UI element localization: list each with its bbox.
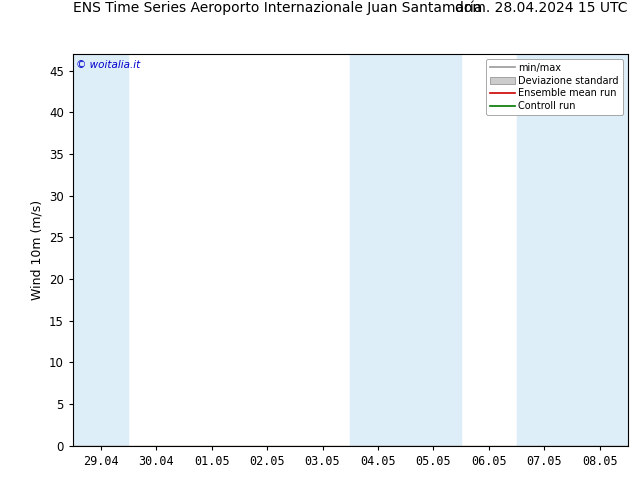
Bar: [350, 54, 406, 446]
Bar: [406, 54, 462, 446]
Text: © woitalia.it: © woitalia.it: [75, 60, 140, 70]
Bar: [73, 54, 128, 446]
Text: ENS Time Series Aeroporto Internazionale Juan Santamaría: ENS Time Series Aeroporto Internazionale…: [73, 0, 482, 15]
Bar: [517, 54, 628, 446]
Legend: min/max, Deviazione standard, Ensemble mean run, Controll run: min/max, Deviazione standard, Ensemble m…: [486, 59, 623, 115]
Text: dom. 28.04.2024 15 UTC: dom. 28.04.2024 15 UTC: [455, 0, 628, 15]
Y-axis label: Wind 10m (m/s): Wind 10m (m/s): [30, 200, 44, 300]
